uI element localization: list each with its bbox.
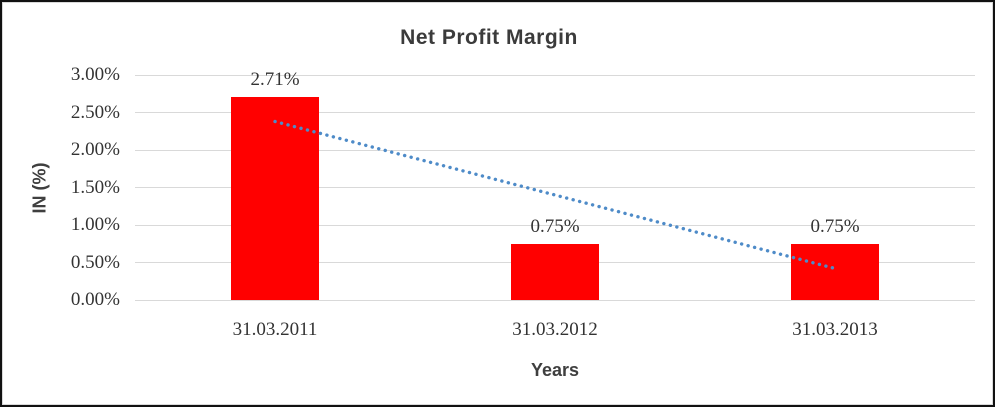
bar-31.03.2011 (231, 96, 319, 300)
y-tick-label: 2.50% (70, 101, 120, 123)
bar-value-label: 0.75% (530, 215, 580, 237)
y-tick-label: 3.00% (70, 64, 120, 85)
y-tick-label: 0.00% (70, 289, 120, 310)
chart-title: Net Profit Margin (400, 26, 578, 49)
x-axis-title: Years (530, 360, 580, 380)
x-category-label: 31.03.2013 (792, 319, 878, 340)
bar-31.03.2013 (791, 243, 879, 300)
gridline (135, 299, 975, 301)
y-tick-label: 1.50% (70, 176, 120, 198)
bar-31.03.2012 (511, 243, 599, 300)
x-category-label: 31.03.2012 (512, 319, 598, 340)
y-tick-label: 0.50% (70, 251, 120, 273)
bar-value-label: 2.71% (250, 68, 300, 90)
gridline (135, 74, 975, 76)
x-category-label: 31.03.2011 (232, 319, 318, 340)
bar-value-label: 0.75% (810, 215, 860, 237)
y-tick-label: 2.00% (70, 139, 120, 160)
gridline (135, 112, 975, 113)
y-tick-label: 1.00% (70, 214, 120, 235)
